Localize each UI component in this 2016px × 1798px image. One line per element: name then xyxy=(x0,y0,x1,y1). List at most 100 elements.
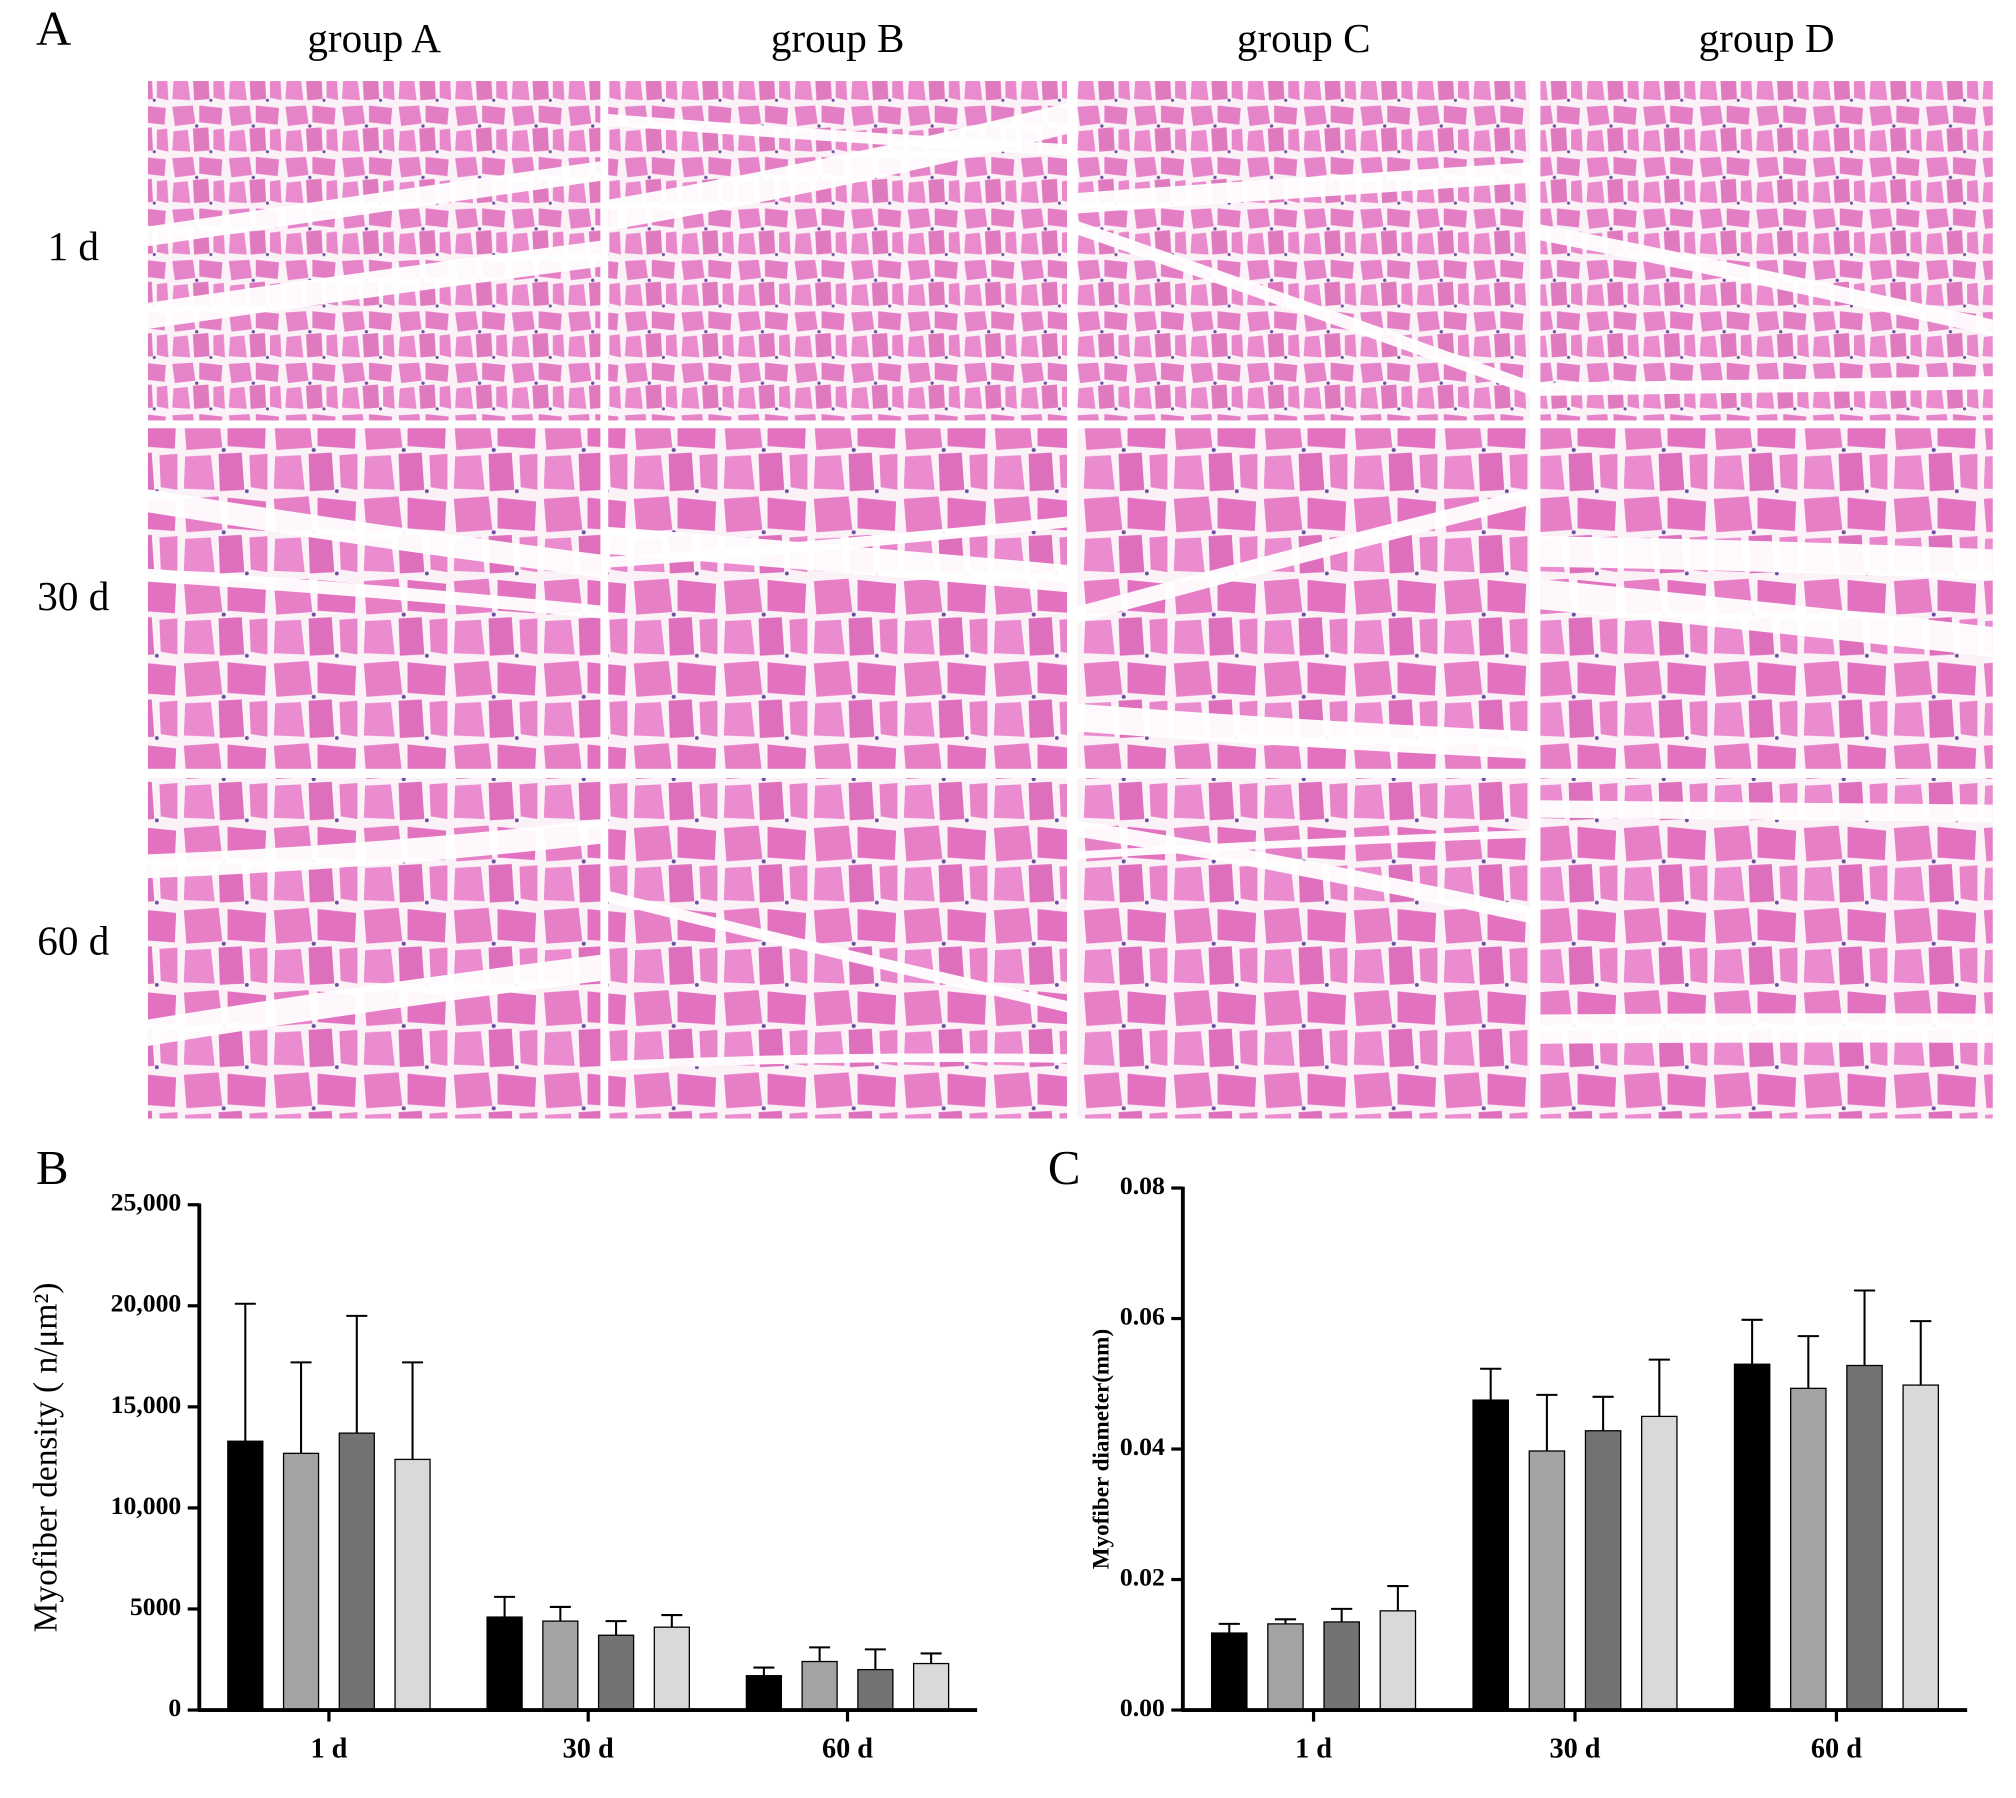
bar xyxy=(857,1668,894,1711)
micrograph-content xyxy=(1077,428,1530,769)
panel-label: C xyxy=(1048,1140,1081,1195)
micrograph xyxy=(1540,428,1993,769)
connective-tissue xyxy=(608,526,1068,593)
bar xyxy=(1641,1415,1678,1711)
micrograph-content xyxy=(1540,777,1993,1119)
micrograph-content xyxy=(1540,81,1993,421)
x-tick-label: 1 d xyxy=(1295,1734,1332,1765)
row-header: 1 d xyxy=(48,223,100,269)
connective-tissue xyxy=(1540,536,1993,581)
micrograph xyxy=(147,428,601,769)
connective-tissue xyxy=(1077,220,1530,395)
y-tick-label: 15,000 xyxy=(111,1390,182,1419)
micrograph xyxy=(608,81,1068,421)
micrograph xyxy=(1540,777,1993,1119)
micrograph-content xyxy=(147,428,601,769)
micrograph xyxy=(1077,81,1530,421)
connective-tissue xyxy=(1077,829,1530,860)
connective-tissue xyxy=(147,568,601,619)
x-tick-label: 30 d xyxy=(1549,1734,1600,1765)
micrograph-content xyxy=(147,81,601,421)
micrograph-content xyxy=(1077,81,1530,421)
x-tick-label: 30 d xyxy=(563,1734,614,1765)
y-axis-label: Myofiber density ( n/μm²) xyxy=(28,1282,65,1632)
bar xyxy=(1528,1450,1566,1711)
y-tick-label: 0.02 xyxy=(1120,1562,1165,1591)
tissue xyxy=(1540,777,1993,1119)
bar xyxy=(1472,1399,1509,1711)
micrograph xyxy=(147,81,601,421)
bar xyxy=(1584,1430,1622,1711)
x-tick-label: 1 d xyxy=(310,1734,347,1765)
bar xyxy=(1902,1384,1940,1711)
bar xyxy=(597,1634,635,1711)
row-header: 30 d xyxy=(37,573,109,619)
bar xyxy=(745,1675,783,1711)
connective-tissue xyxy=(147,161,601,247)
panel-label: A xyxy=(36,1,71,56)
connective-tissue xyxy=(1540,375,1993,396)
connective-tissue xyxy=(1540,579,1993,658)
micrograph-content xyxy=(1540,428,1993,769)
y-axis-label: Myofiber diameter(mm) xyxy=(1088,1329,1114,1569)
bar xyxy=(1733,1363,1771,1711)
bar xyxy=(653,1626,690,1711)
y-tick-label: 0.04 xyxy=(1120,1432,1165,1461)
micrograph xyxy=(608,777,1068,1119)
bar xyxy=(486,1616,523,1711)
micrograph xyxy=(1077,777,1530,1119)
y-tick-label: 0 xyxy=(168,1693,181,1722)
bar xyxy=(1790,1387,1827,1711)
y-tick-label: 25,000 xyxy=(111,1188,182,1217)
bar xyxy=(282,1452,320,1711)
column-header: group C xyxy=(1237,15,1371,61)
y-tick-label: 20,000 xyxy=(111,1289,182,1318)
connective-tissue xyxy=(1540,1013,1993,1044)
bar xyxy=(227,1440,264,1711)
bar xyxy=(912,1662,950,1711)
column-header: group D xyxy=(1699,15,1835,61)
micrograph-content xyxy=(608,81,1068,421)
connective-tissue xyxy=(608,1053,1068,1070)
y-tick-label: 0.00 xyxy=(1120,1693,1165,1722)
bar xyxy=(1267,1623,1304,1711)
connective-tissue xyxy=(147,819,601,879)
micrograph-content xyxy=(147,777,601,1119)
connective-tissue xyxy=(1540,224,1993,336)
bar xyxy=(542,1620,579,1711)
micrograph xyxy=(608,428,1068,769)
connective-tissue xyxy=(1540,799,1993,822)
x-tick-label: 60 d xyxy=(822,1734,873,1765)
micrograph xyxy=(147,777,601,1119)
x-tick-label: 60 d xyxy=(1811,1734,1862,1765)
connective-tissue xyxy=(608,890,1068,1013)
y-tick-label: 0.06 xyxy=(1120,1301,1165,1330)
y-tick-label: 10,000 xyxy=(111,1491,182,1520)
connective-tissue xyxy=(608,103,1068,231)
panel-a: A xyxy=(36,1,71,56)
tissue xyxy=(1077,777,1530,1119)
connective-tissue xyxy=(1077,162,1530,214)
column-header: group B xyxy=(771,15,905,61)
connective-tissue xyxy=(147,489,601,578)
micrograph xyxy=(1077,428,1530,769)
bar xyxy=(338,1432,375,1711)
bar xyxy=(1379,1610,1417,1711)
bar xyxy=(801,1660,838,1711)
micrograph-content xyxy=(608,428,1068,769)
connective-tissue xyxy=(608,114,1068,156)
y-tick-label: 0.08 xyxy=(1120,1171,1165,1200)
panel-label: B xyxy=(36,1140,69,1195)
micrograph xyxy=(1540,81,1993,421)
connective-tissue xyxy=(608,516,1068,568)
connective-tissue xyxy=(147,240,601,329)
column-header: group A xyxy=(307,15,441,61)
row-header: 60 d xyxy=(37,917,109,963)
connective-tissue xyxy=(1077,703,1530,759)
bar xyxy=(1846,1364,1883,1711)
connective-tissue xyxy=(1077,820,1530,924)
connective-tissue xyxy=(1077,488,1530,624)
bar xyxy=(394,1458,431,1711)
connective-tissue xyxy=(147,954,601,1046)
